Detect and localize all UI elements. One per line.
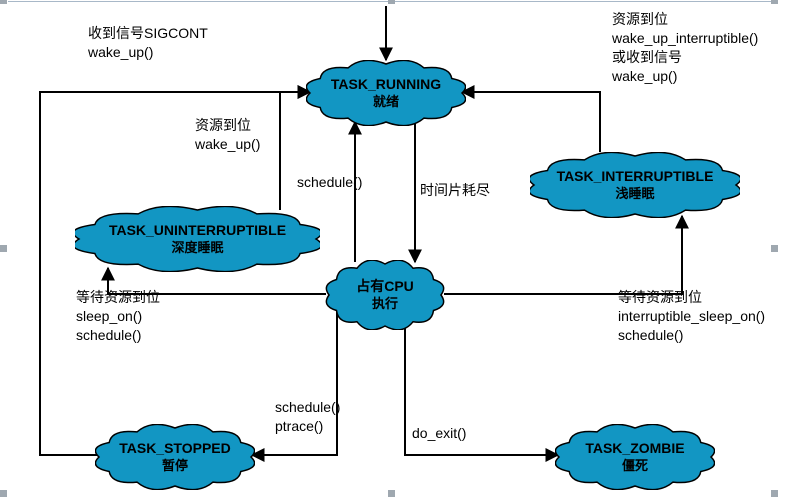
state-node-cpu: 占有CPU执行: [325, 260, 445, 330]
edge-label-line: 收到信号SIGCONT: [88, 24, 208, 43]
state-node-subtitle: 就绪: [331, 94, 441, 110]
edge-label-line: wake_up(): [195, 135, 260, 154]
edge-label-line: 等待资源到位: [76, 288, 160, 307]
edge-label-line: 资源到位: [612, 10, 758, 29]
edge-label-line: 或收到信号: [612, 48, 758, 67]
state-node-title: TASK_RUNNING: [331, 76, 441, 94]
state-node-subtitle: 僵死: [585, 458, 684, 474]
edge-label-l_ptrace: schedule()ptrace(): [275, 398, 340, 436]
state-node-title: TASK_STOPPED: [119, 440, 231, 458]
edge-stopped_to_run: [40, 92, 310, 455]
diagram-canvas: { "canvas": { "width": 785, "height": 50…: [0, 0, 785, 500]
state-node-subtitle: 浅睡眠: [557, 186, 714, 202]
state-node-title: TASK_ZOMBIE: [585, 440, 684, 458]
state-node-subtitle: 深度睡眠: [109, 240, 286, 256]
edge-label-l_sleep_on: 等待资源到位sleep_on()schedule(): [76, 288, 160, 345]
state-node-uninterruptible: TASK_UNINTERRUPTIBLE深度睡眠: [75, 206, 320, 272]
state-node-title: TASK_UNINTERRUPTIBLE: [109, 222, 286, 240]
edge-label-l_schedule: schedule(): [297, 173, 362, 192]
state-node-title: 占有CPU: [356, 278, 414, 296]
edge-label-line: schedule(): [76, 326, 160, 345]
state-node-interruptible: TASK_INTERRUPTIBLE浅睡眠: [530, 152, 740, 218]
edge-cpu_to_int: [444, 216, 682, 294]
state-node-stopped: TASK_STOPPED暂停: [95, 424, 255, 490]
edge-label-line: schedule(): [618, 326, 765, 345]
state-node-zombie: TASK_ZOMBIE僵死: [555, 424, 715, 490]
edge-label-l_wakeup_res: 资源到位wake_up(): [195, 116, 260, 154]
state-node-subtitle: 暂停: [119, 458, 231, 474]
edge-label-line: wake_up(): [612, 67, 758, 86]
state-node-title: TASK_INTERRUPTIBLE: [557, 168, 714, 186]
edge-label-line: schedule(): [297, 173, 362, 192]
edge-label-line: 资源到位: [195, 116, 260, 135]
edge-label-line: ptrace(): [275, 417, 340, 436]
edge-label-line: do_exit(): [412, 424, 466, 443]
edge-label-line: 等待资源到位: [618, 288, 765, 307]
edge-label-l_timeslice: 时间片耗尽: [420, 181, 490, 200]
state-node-subtitle: 执行: [356, 296, 414, 312]
edge-int_to_run: [462, 92, 600, 152]
edge-label-line: 时间片耗尽: [420, 181, 490, 200]
edge-label-l_isleep_on: 等待资源到位interruptible_sleep_on()schedule(): [618, 288, 765, 345]
edge-label-line: wake_up(): [88, 43, 208, 62]
edge-label-l_sigcont: 收到信号SIGCONTwake_up(): [88, 24, 208, 62]
edge-label-line: interruptible_sleep_on(): [618, 307, 765, 326]
edge-label-line: wake_up_interruptible(): [612, 29, 758, 48]
edge-label-line: schedule(): [275, 398, 340, 417]
edge-label-l_int_wake: 资源到位wake_up_interruptible()或收到信号wake_up(…: [612, 10, 758, 86]
edge-label-l_doexit: do_exit(): [412, 424, 466, 443]
state-node-running: TASK_RUNNING就绪: [306, 60, 466, 126]
edge-label-line: sleep_on(): [76, 307, 160, 326]
